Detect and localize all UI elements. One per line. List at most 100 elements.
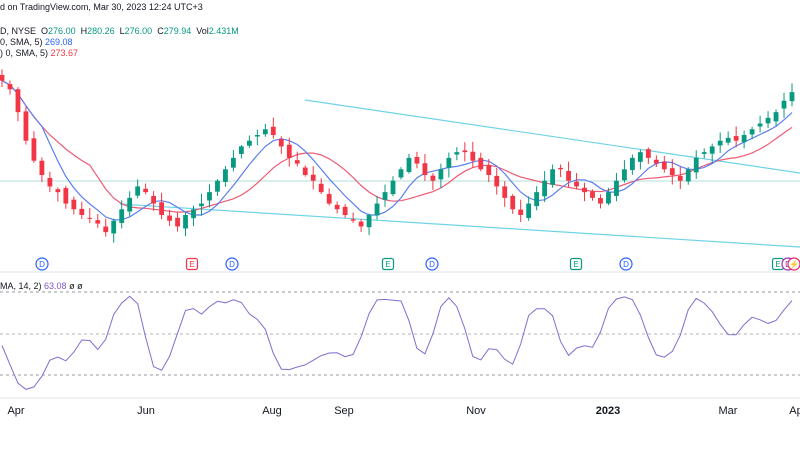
candle-body [215, 180, 220, 192]
candle-body [741, 135, 747, 143]
ma-fast-line [1, 80, 793, 221]
ma1-legend[interactable]: 0, SMA, 5) 269.08 [0, 37, 73, 47]
symbol-text: D, NYSE [0, 26, 37, 36]
candle-body [55, 189, 61, 193]
volume-value: 2.431M [208, 26, 239, 36]
candle-body [390, 180, 396, 195]
candle-body [47, 177, 53, 187]
event-marker-dividend[interactable] [225, 257, 239, 271]
event-marker-letter: D [229, 260, 235, 269]
candle-body [286, 144, 292, 158]
rsi-legend[interactable]: MA, 14, 2) 63.08 ø ø [0, 281, 83, 291]
candle-body [326, 194, 332, 204]
candle-body [606, 192, 611, 204]
event-marker-earnings-red[interactable] [185, 257, 199, 271]
candle-body [438, 169, 444, 180]
candle-body [526, 203, 532, 218]
high-label: H [80, 26, 88, 36]
candle-body [167, 215, 172, 221]
event-marker-dividend[interactable] [425, 257, 439, 271]
event-marker-letter: E [573, 260, 578, 269]
candle-body [645, 149, 651, 158]
candle-body [7, 84, 13, 90]
candle-body [510, 195, 516, 210]
candle-body [550, 169, 556, 185]
candle-body [111, 220, 117, 234]
candle-body [175, 217, 180, 227]
candle-body [653, 159, 659, 164]
event-marker-letter: D [39, 260, 45, 269]
event-marker-earnings[interactable] [381, 257, 395, 271]
candle-body [518, 209, 524, 215]
time-axis: Apr Jun Aug Sep Nov 2023 Mar Ap [7, 405, 800, 417]
ohlc-legend: D, NYSE O276.00 H280.26 L276.00 C279.94 … [0, 26, 239, 36]
candle-body [103, 226, 109, 233]
candle-body [414, 156, 420, 164]
candle-body [470, 151, 476, 161]
volume-label: Vol [196, 26, 209, 36]
candle-body [422, 163, 428, 175]
event-marker-letter: E [189, 260, 194, 269]
candle-body [358, 221, 364, 227]
candle-body [630, 157, 635, 171]
candle-body [789, 92, 795, 102]
candle-body [781, 100, 787, 109]
time-axis-label: Mar [719, 405, 738, 417]
open-value: 276.00 [48, 26, 76, 36]
candle-body [590, 191, 595, 198]
candle-body [294, 160, 300, 164]
candle-body [207, 192, 212, 201]
candle-body [342, 206, 348, 215]
time-axis-label: Apr [7, 405, 24, 417]
time-axis-label: Aug [262, 405, 282, 417]
channel-upper-line[interactable] [304, 99, 800, 174]
candle-body [542, 180, 548, 197]
events-row: DEDEDEDED⚡ [35, 257, 800, 271]
candle-body [39, 160, 45, 175]
candle-body [254, 135, 260, 137]
candle-body [765, 117, 771, 124]
candle-body [486, 165, 492, 175]
candle-body [709, 146, 715, 154]
candle-body [502, 186, 508, 198]
candle-body [95, 220, 101, 224]
published-line: d on TradingView.com, Mar 30, 2023 12:24… [0, 2, 203, 12]
event-marker-flash[interactable] [787, 257, 800, 271]
time-axis-label: 2023 [596, 405, 620, 417]
candle-body [310, 174, 316, 181]
candle-body [262, 129, 268, 135]
event-marker-dividend[interactable] [35, 257, 49, 271]
ma1-label: 0, SMA, 5) [0, 37, 43, 47]
high-value: 280.26 [87, 26, 115, 36]
candle-body [278, 139, 284, 147]
candle-body [231, 157, 236, 168]
candle-body [566, 170, 571, 181]
candle-body [558, 167, 563, 170]
candle-body [733, 136, 739, 141]
candle-body [494, 175, 500, 187]
event-marker-letter: E [775, 260, 780, 269]
event-marker-letter: D [623, 260, 629, 269]
time-axis-label: Nov [466, 405, 486, 417]
time-axis-label: Jun [137, 405, 155, 417]
candle-body [71, 199, 77, 210]
candle-body [622, 169, 627, 181]
event-marker-earnings[interactable] [569, 257, 583, 271]
close-label: C [157, 26, 164, 36]
candle-body [693, 157, 699, 173]
candle-body [238, 146, 244, 154]
low-value: 276.00 [124, 26, 153, 36]
ma2-legend[interactable]: ) 0, SMA, 5) 273.67 [0, 48, 78, 58]
event-marker-letter: D [429, 260, 435, 269]
event-marker-dividend[interactable] [619, 257, 633, 271]
rsi-extra: ø ø [69, 281, 83, 291]
candle-body [582, 187, 587, 193]
candle-body [717, 140, 723, 146]
channel-lower-line[interactable] [119, 203, 800, 248]
candle-body [151, 196, 157, 204]
time-axis-label: Sep [334, 405, 354, 417]
candle-body [199, 203, 204, 207]
ma2-label: ) 0, SMA, 5) [0, 48, 49, 58]
candle-body [773, 112, 779, 122]
